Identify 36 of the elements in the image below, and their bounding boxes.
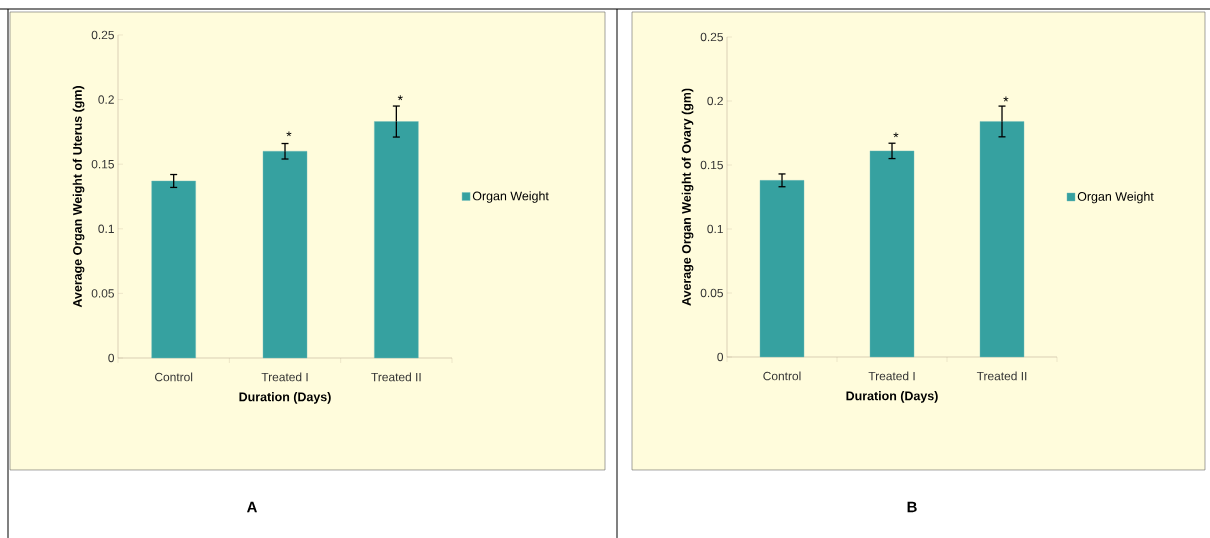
y-tick-label: 0.2 <box>98 95 114 104</box>
x-tick-label: Treated II <box>976 371 1027 381</box>
y-tick-label: 0.25 <box>91 30 114 40</box>
bar <box>374 121 419 359</box>
y-tick-label: 0.15 <box>91 159 114 169</box>
bar <box>979 121 1025 358</box>
bar <box>262 151 308 359</box>
y-axis-title: Average Organ Weight of Uterus (gm) <box>72 86 85 308</box>
y-tick-label: 0 <box>108 353 115 363</box>
x-axis-title: Duration (Days) <box>239 392 331 404</box>
y-axis-title: Average Organ Weight of Ovary (gm) <box>681 88 694 306</box>
x-tick-label: Treated I <box>868 371 915 381</box>
y-tick-label: 0.25 <box>700 32 723 42</box>
text: A <box>246 501 257 513</box>
legend-label: Organ Weight <box>472 191 549 203</box>
y-tick-label: 0.05 <box>91 289 114 298</box>
y-tick-label: 0.1 <box>707 224 723 234</box>
legend-label: Organ Weight <box>1077 191 1154 204</box>
annotation: * <box>1003 96 1009 102</box>
y-tick-label: 0.2 <box>707 96 723 106</box>
bar <box>151 180 196 359</box>
x-axis-title: Duration (Days) <box>846 391 938 403</box>
x-tick-label: Treated II <box>371 372 421 382</box>
annotation: * <box>893 132 899 138</box>
x-tick-label: Control <box>763 371 801 381</box>
bar <box>759 180 805 358</box>
bar <box>869 150 915 358</box>
y-tick-label: 0.05 <box>700 288 723 298</box>
text: B <box>907 501 917 513</box>
annotation: * <box>397 95 403 101</box>
x-tick-label: Treated I <box>261 372 308 382</box>
y-tick-label: 0.15 <box>700 160 723 170</box>
y-tick-label: 0 <box>717 352 724 362</box>
annotation: * <box>286 131 292 137</box>
y-tick-label: 0.1 <box>98 224 114 234</box>
x-tick-label: Control <box>155 372 193 382</box>
